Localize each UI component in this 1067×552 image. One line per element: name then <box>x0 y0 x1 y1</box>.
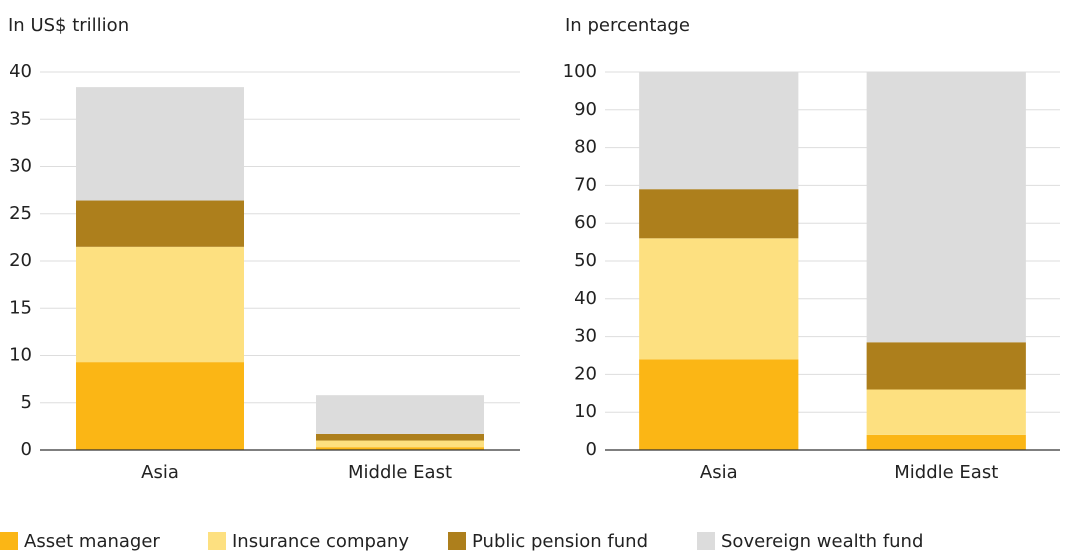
legend-swatch <box>0 532 18 550</box>
x-tick-label: Middle East <box>348 462 452 483</box>
y-tick-label: 70 <box>574 174 597 195</box>
y-tick-label: 35 <box>9 108 32 129</box>
y-tick-label: 50 <box>574 250 597 271</box>
x-tick-label: Middle East <box>894 462 998 483</box>
bar-segment <box>316 440 484 448</box>
y-tick-label: 80 <box>574 137 597 158</box>
y-tick-label: 30 <box>574 326 597 347</box>
legend-swatch <box>697 532 715 550</box>
legend-swatch <box>208 532 226 550</box>
bar-segment <box>866 389 1026 435</box>
bar-segment <box>76 200 244 247</box>
bar-segment <box>866 342 1026 390</box>
y-tick-label: 40 <box>9 61 32 82</box>
legend-label: Insurance company <box>232 531 409 552</box>
y-tick-label: 10 <box>9 345 32 366</box>
bar-segment <box>76 87 244 201</box>
y-tick-label: 20 <box>574 363 597 384</box>
y-tick-label: 15 <box>9 297 32 318</box>
bar-segment <box>639 189 799 239</box>
y-tick-label: 40 <box>574 288 597 309</box>
bar-segment <box>316 395 484 434</box>
bar-segment <box>866 434 1026 450</box>
bar-segment <box>639 72 799 190</box>
bar-segment <box>316 433 484 441</box>
y-tick-label: 90 <box>574 99 597 120</box>
y-tick-label: 30 <box>9 156 32 177</box>
axis-title: In percentage <box>565 15 690 36</box>
y-tick-label: 0 <box>586 439 597 460</box>
bar-segment <box>866 72 1026 343</box>
y-tick-label: 20 <box>9 250 32 271</box>
legend-swatch <box>448 532 466 550</box>
y-tick-label: 100 <box>563 61 597 82</box>
legend-label: Asset manager <box>24 531 160 552</box>
bar-segment <box>76 362 244 450</box>
x-tick-label: Asia <box>141 462 179 483</box>
y-tick-label: 60 <box>574 212 597 233</box>
x-tick-label: Asia <box>700 462 738 483</box>
axis-title: In US$ trillion <box>8 15 129 36</box>
bar-segment <box>639 359 799 450</box>
y-tick-label: 10 <box>574 401 597 422</box>
bar-segment <box>639 238 799 360</box>
bar-segment <box>76 246 244 363</box>
y-tick-label: 25 <box>9 203 32 224</box>
bar-segment <box>316 447 484 450</box>
legend-label: Public pension fund <box>472 531 648 552</box>
legend-label: Sovereign wealth fund <box>721 531 923 552</box>
y-tick-label: 0 <box>21 439 32 460</box>
y-tick-label: 5 <box>21 392 32 413</box>
